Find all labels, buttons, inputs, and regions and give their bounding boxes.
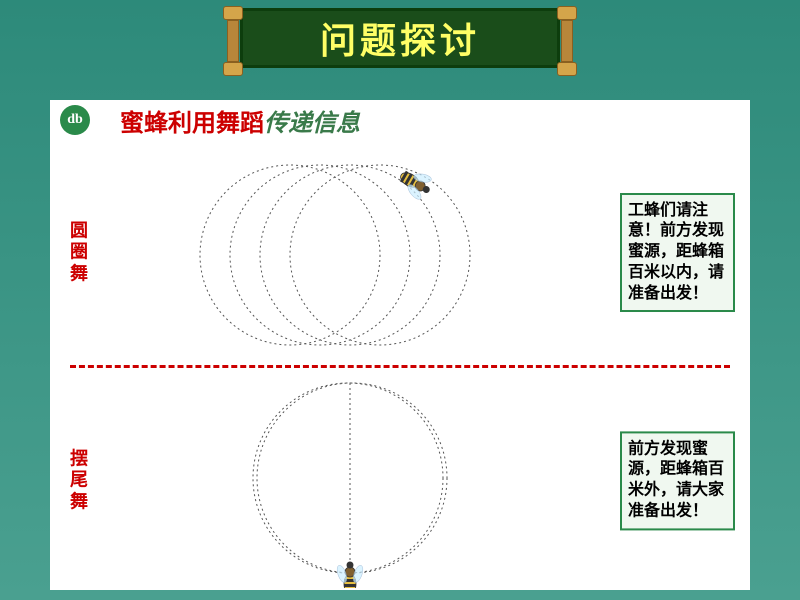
waggle-dance-label: 摆尾舞 — [70, 448, 90, 513]
panel-title: 蜜蜂利用舞蹈传递信息 — [120, 103, 360, 138]
banner-title: 问题探讨 — [320, 12, 480, 64]
waggle-dance-diagram — [170, 373, 530, 588]
title-banner: 问题探讨 — [240, 8, 560, 68]
round-dance-info: 工蜂们请注意！前方发现蜜源，距蜂箱百米以内，请准备出发！ — [620, 193, 735, 313]
title-part-2: 传递信息 — [264, 111, 360, 137]
waggle-dance-section: 摆尾舞 前方发现蜜源，距蜂箱百米外，请大家准备出发！ — [50, 368, 750, 593]
panel-header: db 蜜蜂利用舞蹈传递信息 — [50, 100, 750, 140]
round-dance-section: 圆圈舞 工蜂们请注意！前方发现蜜源，距蜂箱百米以内，请准备出发！ — [50, 140, 750, 365]
round-dance-label: 圆圈舞 — [70, 220, 90, 285]
round-dance-diagram — [170, 145, 530, 360]
logo-icon: db — [60, 105, 90, 135]
content-panel: db 蜜蜂利用舞蹈传递信息 圆圈舞 工蜂们请注意！前方发现蜜源，距蜂箱百米以内，… — [50, 100, 750, 590]
waggle-dance-info: 前方发现蜜源，距蜂箱百米外，请大家准备出发！ — [620, 431, 735, 530]
scroll-ornament-left — [223, 6, 243, 76]
scroll-ornament-right — [557, 6, 577, 76]
title-part-1: 蜜蜂利用舞蹈 — [120, 111, 264, 137]
